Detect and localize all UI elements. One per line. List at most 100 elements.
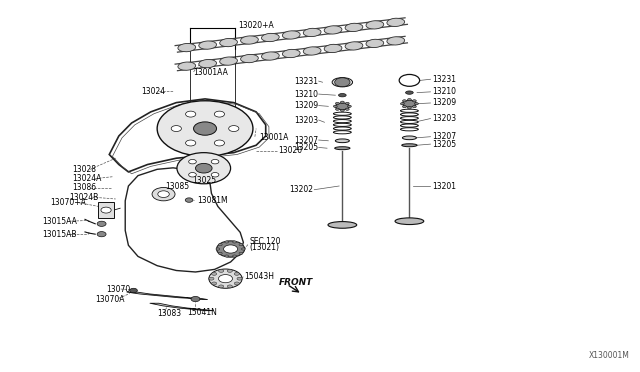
Circle shape	[191, 296, 200, 302]
Circle shape	[211, 173, 219, 177]
Text: 13024A: 13024A	[72, 174, 102, 183]
Text: 13202: 13202	[290, 185, 314, 194]
Ellipse shape	[241, 54, 259, 63]
Ellipse shape	[366, 39, 384, 48]
Text: 13024B: 13024B	[70, 193, 99, 202]
Text: 15043H: 15043H	[244, 272, 275, 281]
Circle shape	[234, 282, 239, 285]
Ellipse shape	[303, 28, 321, 36]
Circle shape	[335, 78, 350, 87]
Ellipse shape	[408, 99, 412, 101]
Circle shape	[227, 285, 232, 288]
Ellipse shape	[345, 23, 363, 32]
Circle shape	[158, 191, 170, 198]
Ellipse shape	[335, 139, 349, 142]
Text: 13020+A: 13020+A	[238, 22, 274, 31]
Circle shape	[228, 126, 239, 132]
Ellipse shape	[324, 26, 342, 34]
Text: 13070+A: 13070+A	[51, 198, 86, 207]
Circle shape	[97, 232, 106, 237]
Circle shape	[212, 272, 217, 275]
Text: 13210: 13210	[432, 87, 456, 96]
Ellipse shape	[220, 38, 237, 47]
Ellipse shape	[403, 136, 417, 140]
Ellipse shape	[282, 31, 300, 39]
Text: 13209: 13209	[432, 99, 456, 108]
Circle shape	[239, 252, 243, 254]
Text: 13015AA: 13015AA	[42, 217, 77, 226]
Ellipse shape	[335, 103, 349, 110]
Circle shape	[172, 126, 181, 132]
Circle shape	[216, 248, 220, 250]
Ellipse shape	[241, 36, 259, 44]
Circle shape	[239, 244, 243, 246]
Ellipse shape	[199, 60, 216, 68]
Text: 13070: 13070	[106, 285, 131, 294]
Circle shape	[193, 122, 216, 135]
Circle shape	[212, 282, 217, 285]
Circle shape	[195, 163, 212, 173]
Ellipse shape	[178, 62, 196, 70]
Circle shape	[218, 275, 232, 283]
Circle shape	[223, 245, 237, 253]
Ellipse shape	[262, 52, 279, 60]
Ellipse shape	[345, 42, 363, 50]
Ellipse shape	[387, 18, 404, 26]
Ellipse shape	[335, 147, 350, 150]
Text: 13207: 13207	[432, 132, 456, 141]
Circle shape	[130, 288, 138, 293]
Circle shape	[214, 140, 225, 146]
Circle shape	[177, 153, 230, 184]
Ellipse shape	[303, 47, 321, 55]
Circle shape	[209, 269, 242, 288]
Text: X130001M: X130001M	[589, 351, 630, 360]
Text: FRONT: FRONT	[278, 278, 313, 287]
Text: 13028: 13028	[72, 165, 96, 174]
Text: 13209: 13209	[294, 101, 318, 110]
Ellipse shape	[366, 21, 384, 29]
Ellipse shape	[339, 93, 346, 97]
Circle shape	[237, 277, 242, 280]
Text: SEC.120: SEC.120	[250, 237, 281, 246]
Ellipse shape	[282, 49, 300, 58]
Circle shape	[225, 255, 228, 257]
Ellipse shape	[340, 109, 344, 112]
Circle shape	[101, 207, 111, 213]
Text: 13070A: 13070A	[95, 295, 125, 304]
Text: 13201: 13201	[432, 182, 456, 190]
Text: 13020: 13020	[278, 146, 303, 155]
Text: 13205: 13205	[294, 143, 318, 152]
Ellipse shape	[403, 100, 417, 107]
Ellipse shape	[415, 103, 419, 105]
Text: 13024: 13024	[141, 87, 165, 96]
Circle shape	[185, 198, 193, 202]
Ellipse shape	[346, 108, 349, 110]
Circle shape	[186, 111, 196, 117]
Text: 13203: 13203	[432, 114, 456, 123]
Text: 13205: 13205	[432, 140, 456, 149]
Ellipse shape	[387, 37, 404, 45]
Text: 13210: 13210	[294, 90, 318, 99]
Ellipse shape	[335, 102, 339, 105]
Text: 15041N: 15041N	[187, 308, 217, 317]
Circle shape	[232, 241, 236, 243]
Text: 13085: 13085	[166, 182, 189, 191]
Ellipse shape	[178, 44, 196, 52]
Circle shape	[189, 160, 196, 164]
Circle shape	[152, 187, 175, 201]
Text: (13021): (13021)	[250, 243, 280, 252]
Ellipse shape	[348, 105, 351, 108]
Text: 13203: 13203	[294, 116, 318, 125]
Circle shape	[157, 101, 253, 156]
Ellipse shape	[335, 108, 339, 110]
Circle shape	[232, 255, 236, 257]
Text: 13231: 13231	[432, 75, 456, 84]
Circle shape	[209, 277, 214, 280]
Circle shape	[189, 173, 196, 177]
Ellipse shape	[262, 33, 279, 42]
Circle shape	[219, 285, 224, 288]
Ellipse shape	[395, 218, 424, 225]
Bar	[99, 202, 114, 218]
Text: 13081M: 13081M	[197, 196, 228, 205]
Ellipse shape	[333, 105, 337, 108]
